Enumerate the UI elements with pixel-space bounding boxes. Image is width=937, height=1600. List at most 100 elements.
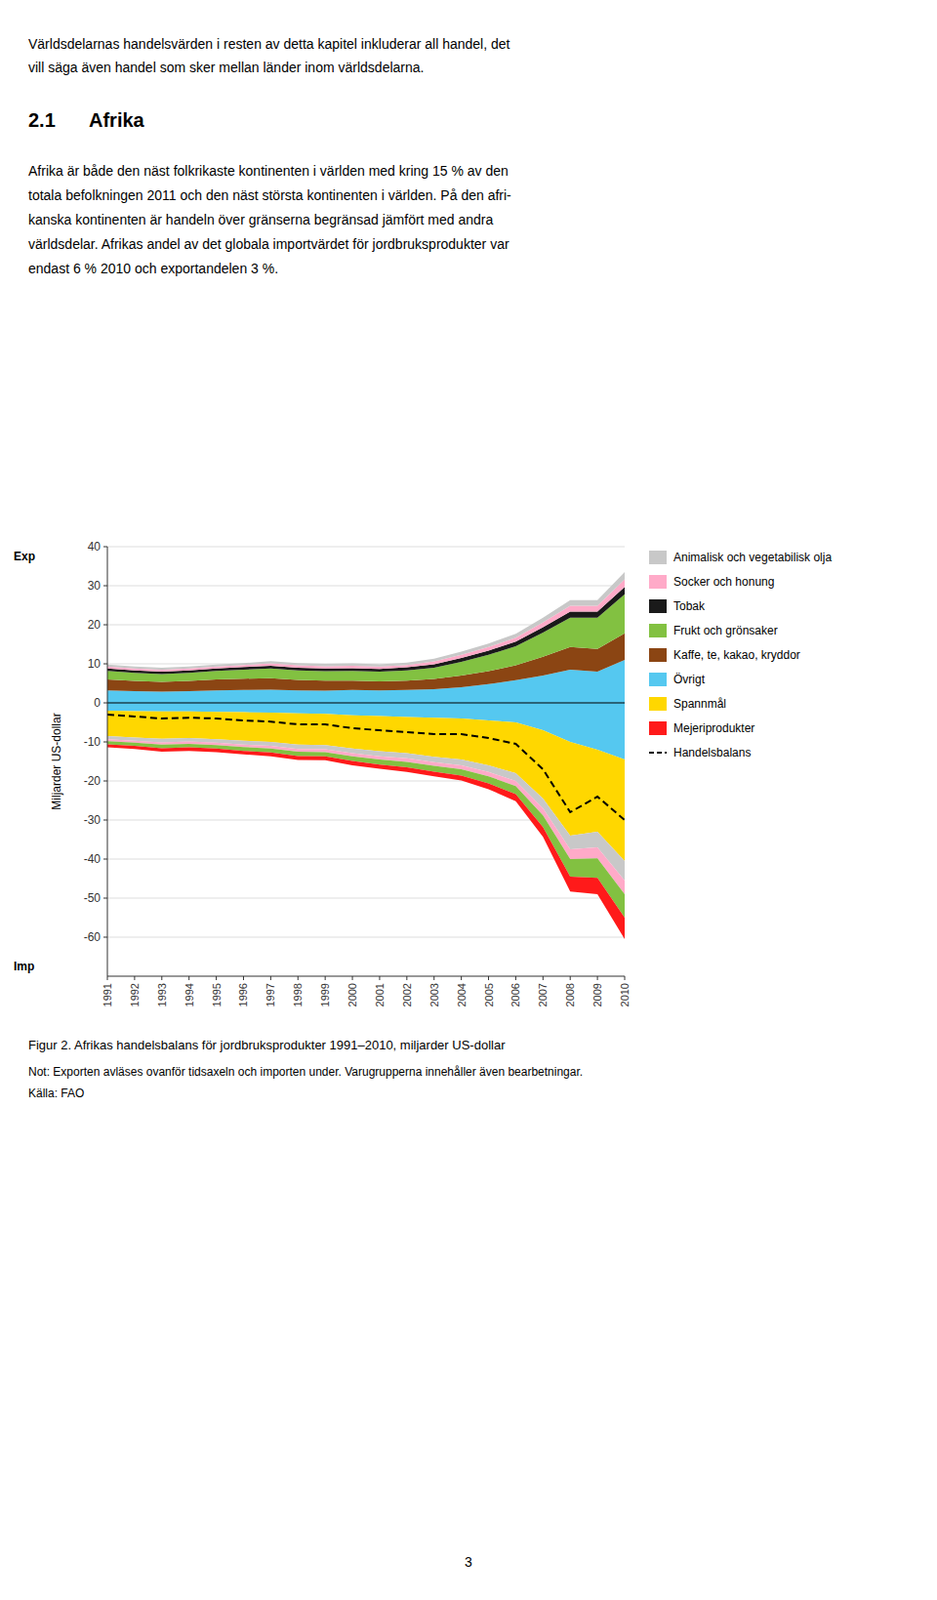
y-tick [103, 937, 108, 938]
y-tick-label: 40 [87, 539, 102, 554]
legend-label: Övrigt [673, 672, 706, 687]
y-tick [103, 858, 108, 860]
section-number: 2.1 [28, 109, 56, 131]
area-band [107, 740, 625, 918]
x-tick-label: 2005 [483, 982, 495, 1007]
y-tick [103, 585, 108, 587]
y-tick [103, 897, 108, 899]
legend: Animalisk och vegetabilisk olja Socker oc… [649, 550, 832, 760]
x-tick [107, 976, 109, 980]
y-tick-label: -20 [83, 774, 102, 788]
grid-line [107, 897, 625, 899]
note: Not: Exporten avläses ovanför tidsaxeln … [28, 1064, 583, 1079]
x-tick [188, 976, 190, 980]
x-tick-label: 2000 [346, 982, 359, 1007]
intro-text: Världsdelarnas handelsvärden i resten av… [28, 36, 511, 52]
x-tick [624, 976, 626, 980]
x-tick-label: 2003 [428, 982, 441, 1007]
x-tick [215, 976, 217, 980]
x-tick-label: 2004 [455, 982, 468, 1007]
x-tick-label: 1996 [237, 982, 249, 1007]
line-series [107, 714, 625, 820]
intro-text: vill säga även handel som sker mellan lä… [28, 59, 424, 76]
x-tick [515, 976, 517, 980]
note: Källa: FAO [28, 1086, 84, 1100]
legend-swatch [649, 623, 667, 638]
y-tick [103, 663, 108, 665]
y-tick [103, 624, 108, 626]
y-tick-label: 30 [87, 578, 102, 593]
x-tick [406, 976, 408, 980]
page: Världsdelarnas handelsvärden i resten av… [0, 0, 937, 1600]
legend-label: Animalisk och vegetabilisk olja [673, 550, 832, 565]
area-band [107, 586, 625, 674]
legend-swatch [649, 672, 667, 687]
page-number: 3 [464, 1553, 473, 1570]
x-tick-label: 2009 [591, 982, 604, 1007]
x-tick-label: 1997 [264, 982, 277, 1007]
y-tick [103, 741, 108, 743]
x-tick-label: 2002 [401, 982, 413, 1007]
annotation: Imp [13, 959, 35, 974]
y-tick-label: 20 [87, 617, 102, 632]
x-tick [570, 976, 571, 980]
x-tick [433, 976, 435, 980]
y-tick-label: -40 [83, 852, 102, 866]
x-tick [270, 976, 272, 980]
legend-label: Frukt och grönsaker [673, 623, 778, 638]
legend-label: Mejeriprodukter [673, 721, 755, 735]
body-text: endast 6 % 2010 och exportandelen 3 %. [28, 260, 279, 277]
x-tick [161, 976, 163, 980]
x-tick-label: 1992 [128, 982, 141, 1007]
y-tick [103, 702, 108, 704]
annotation: Exp [13, 549, 36, 564]
body-text: världsdelar. Afrikas andel av det global… [28, 236, 510, 252]
grid-line [107, 585, 625, 587]
area-band [107, 743, 625, 939]
y-axis-line [107, 546, 109, 977]
x-tick-label: 1993 [156, 982, 168, 1007]
y-tick-label: -50 [83, 891, 102, 905]
y-tick-label: -30 [83, 813, 102, 827]
x-tick-label: 2010 [618, 982, 631, 1007]
y-tick-label: -60 [83, 930, 102, 944]
y-tick-label: 10 [87, 656, 102, 671]
grid-line [107, 858, 625, 860]
x-tick [488, 976, 489, 980]
legend-swatch [649, 751, 667, 754]
y-tick [103, 546, 108, 548]
x-tick-label: 2001 [373, 982, 386, 1007]
y-tick [103, 819, 108, 821]
x-axis-line [107, 976, 625, 978]
legend-swatch [649, 599, 667, 613]
x-tick [542, 976, 544, 980]
legend-label: Handelsbalans [673, 745, 751, 760]
x-tick-label: 2007 [536, 982, 549, 1007]
body-text: totala befolkningen 2011 och den näst st… [28, 187, 512, 204]
zero-line [107, 702, 625, 704]
y-tick-label: -10 [83, 734, 102, 749]
grid-line [107, 546, 625, 548]
x-tick [597, 976, 599, 980]
y-tick-label: 0 [93, 695, 101, 710]
x-tick [460, 976, 462, 980]
x-tick [133, 976, 135, 980]
legend-swatch [649, 648, 667, 662]
x-tick-label: 1995 [210, 982, 223, 1007]
legend-label: Spannmål [673, 696, 727, 711]
x-tick [243, 976, 245, 980]
grid [107, 546, 625, 937]
grid-line [107, 937, 625, 938]
x-tick-label: 1991 [101, 982, 114, 1007]
section-title: Afrika [88, 109, 146, 131]
legend-swatch [649, 550, 667, 565]
grid-line [107, 702, 625, 704]
legend-label: Tobak [673, 599, 706, 613]
plot-area [107, 571, 625, 939]
body-text: Afrika är både den näst folkrikaste kont… [28, 162, 509, 179]
x-tick-label: 1999 [319, 982, 331, 1007]
legend-label: Socker och honung [673, 574, 775, 589]
legend-label: Kaffe, te, kakao, kryddor [673, 648, 801, 662]
x-tick [325, 976, 326, 980]
chart-title: Figur 2. Afrikas handelsbalans för jordb… [28, 1037, 506, 1053]
